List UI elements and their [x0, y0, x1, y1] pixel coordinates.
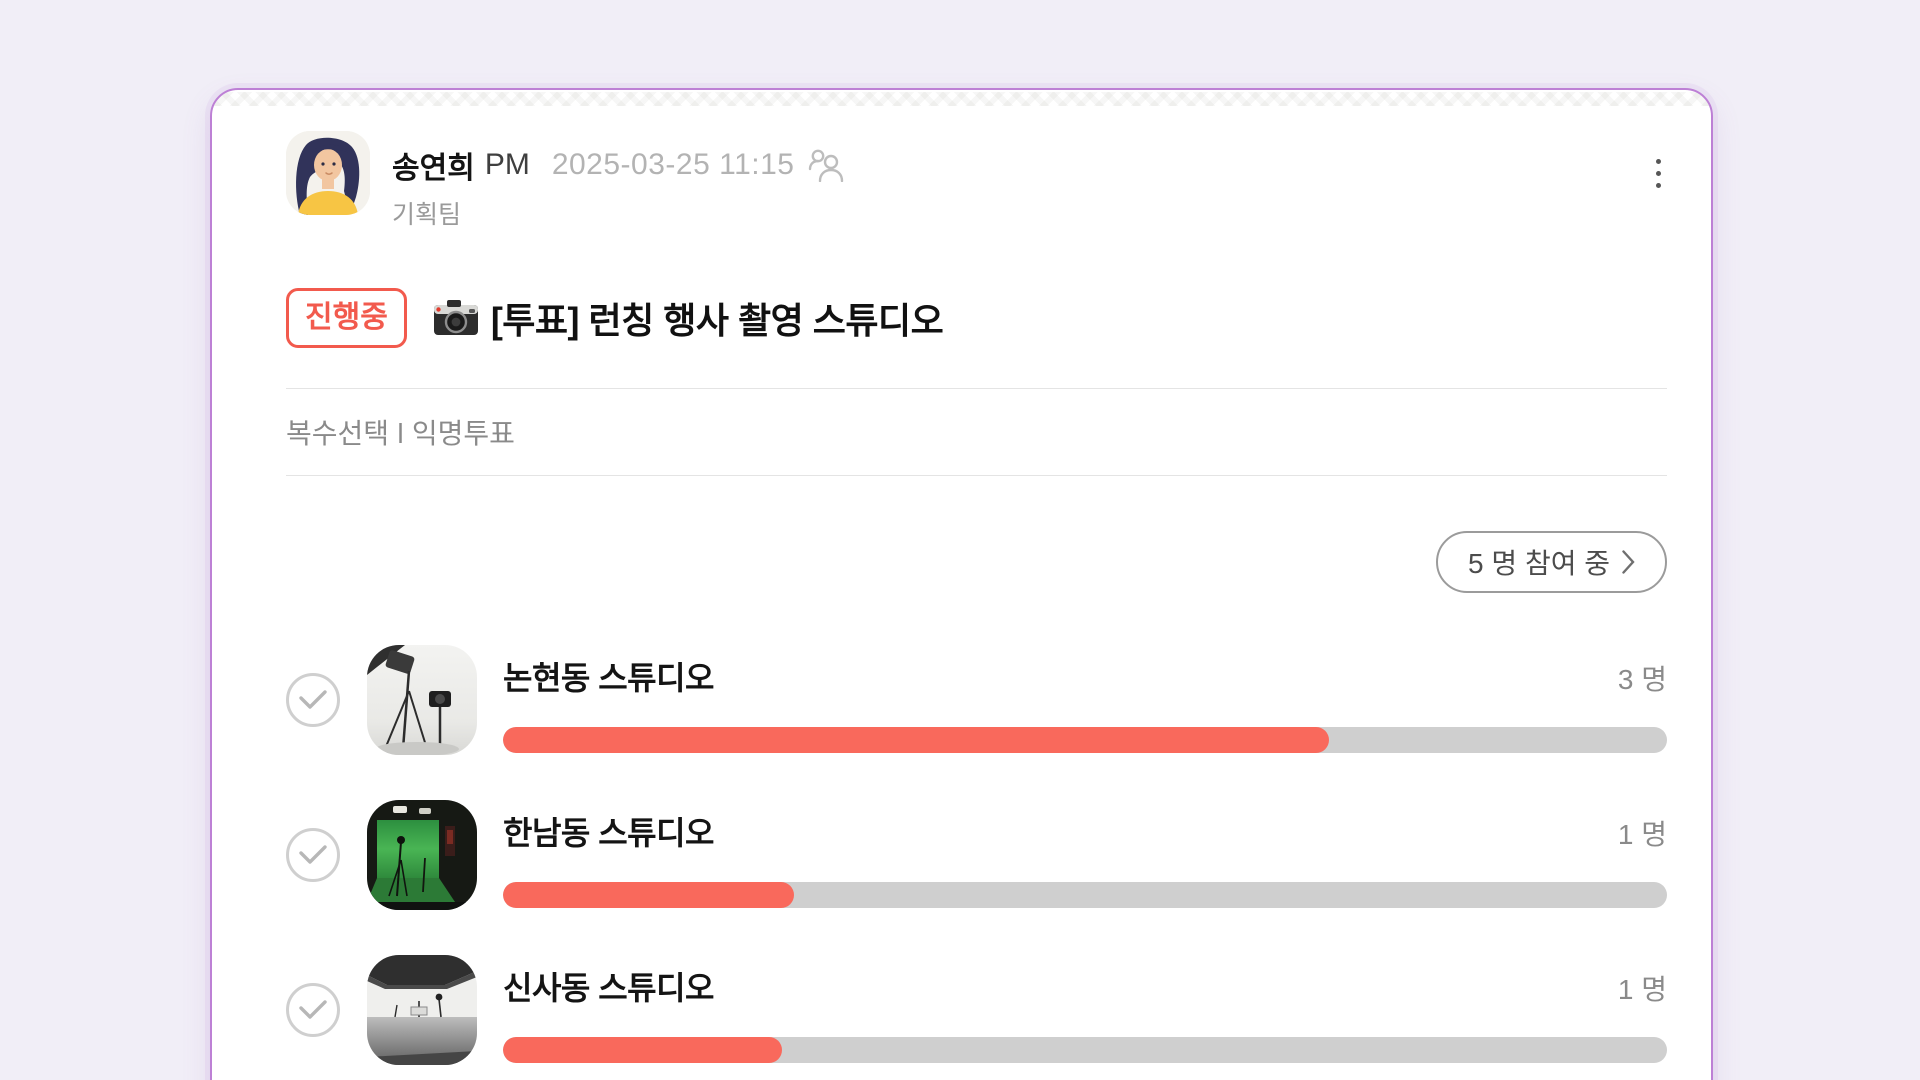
option-progress-track: [503, 882, 1667, 908]
option-thumbnail[interactable]: [367, 955, 477, 1065]
post-title: [투표] 런칭 행사 촬영 스튜디오: [490, 300, 944, 341]
green-screen-studio-image: [367, 800, 477, 910]
card-top-texture: [214, 92, 1709, 106]
option-label: 한남동 스튜디오: [503, 815, 714, 851]
poll-post-card: 송연희 PM 2025-03-25 11:15 기획팀: [210, 88, 1713, 1080]
poll-options-list: 논현동 스튜디오 3 명: [286, 645, 1667, 1065]
option-vote-count: 3 명: [1617, 664, 1667, 695]
grayscale-studio-hall-image: [367, 955, 477, 1065]
author-team: 기획팀: [392, 201, 462, 229]
avatar[interactable]: [286, 131, 370, 215]
option-body: 논현동 스튜디오 3 명: [503, 645, 1667, 755]
divider: [286, 388, 1667, 389]
participants-button-label: 5 명 참여 중: [1468, 548, 1610, 579]
option-progress-fill: [503, 882, 794, 908]
participants-button[interactable]: 5 명 참여 중: [1436, 531, 1667, 593]
title-row: 진행중 [투표] 런칭 행사 촬영 스튜디오: [286, 288, 1667, 348]
poll-meta: 복수선택 ǀ 익명투표: [286, 418, 515, 449]
post-timestamp: 2025-03-25 11:15: [551, 148, 795, 181]
participants-row: 5 명 참여 중: [286, 531, 1667, 593]
people-icon[interactable]: [808, 148, 844, 182]
chevron-right-icon: [1622, 550, 1635, 574]
option-body: 신사동 스튜디오 1 명: [503, 955, 1667, 1065]
option-thumbnail[interactable]: [367, 800, 477, 910]
status-badge: 진행중: [286, 288, 407, 348]
author-line: 송연희 PM 2025-03-25 11:15: [392, 143, 844, 187]
option-checkbox[interactable]: [286, 828, 340, 882]
poll-option-row: 한남동 스튜디오 1 명: [286, 800, 1667, 910]
author-block: 송연희 PM 2025-03-25 11:15 기획팀: [392, 131, 844, 231]
option-checkbox[interactable]: [286, 673, 340, 727]
option-label: 논현동 스튜디오: [503, 660, 714, 696]
post-header: 송연희 PM 2025-03-25 11:15 기획팀: [286, 131, 1667, 231]
option-thumbnail[interactable]: [367, 645, 477, 755]
option-label: 신사동 스튜디오: [503, 970, 714, 1006]
option-body: 한남동 스튜디오 1 명: [503, 800, 1667, 910]
check-icon: [299, 1000, 327, 1019]
author-role: PM: [484, 148, 530, 181]
divider: [286, 475, 1667, 476]
poll-option-row: 신사동 스튜디오 1 명: [286, 955, 1667, 1065]
option-vote-count: 1 명: [1617, 819, 1667, 850]
option-progress-fill: [503, 1037, 783, 1063]
camera-icon: [433, 299, 479, 337]
option-vote-count: 1 명: [1617, 974, 1667, 1005]
author-name: 송연희: [392, 152, 475, 185]
check-icon: [299, 690, 327, 709]
white-photo-studio-image: [367, 645, 477, 755]
option-progress-fill: [503, 727, 1330, 753]
option-progress-track: [503, 727, 1667, 753]
check-icon: [299, 845, 327, 864]
poll-option-row: 논현동 스튜디오 3 명: [286, 645, 1667, 755]
option-checkbox[interactable]: [286, 983, 340, 1037]
avatar-illustration: [286, 131, 370, 215]
option-progress-track: [503, 1037, 1667, 1063]
kebab-menu-icon[interactable]: [1650, 153, 1667, 194]
